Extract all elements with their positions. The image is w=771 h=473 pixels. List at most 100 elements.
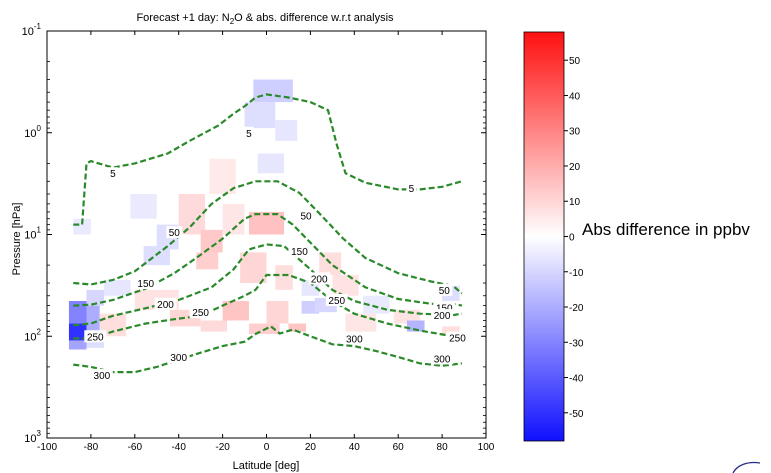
colorbar-tick-label: -30 [569,338,584,349]
contour-label-bg [343,332,366,345]
contour-labels: 5555050501501501502002002002502502502503… [84,126,469,382]
x-tick-label: -80 [84,442,99,453]
diff-cell [288,323,307,332]
diff-cell [442,326,460,334]
diff-cell [104,279,131,296]
colorbar-tick-label: -20 [569,303,584,314]
contour-label-bg [406,182,417,195]
contour-label-bg [166,226,183,239]
y-tick-label: 101 [24,226,41,242]
y-tick-label: 100 [24,124,41,140]
diff-cell [86,289,105,306]
diff-cell [240,252,267,284]
diff-cell [248,211,285,235]
diff-cell [253,79,293,103]
colorbar-tick-label: -40 [569,374,584,385]
contour-label-bg [308,272,331,285]
diff-cell [200,320,227,332]
diff-cell [332,274,359,296]
contour-label-bg [90,368,113,381]
x-tick-label: 20 [305,442,317,453]
diff-cell [178,194,206,235]
contour-label: 150 [137,279,154,290]
diff-cell [200,229,223,253]
contour-label: 250 [449,334,466,345]
contour-label-bg [288,244,311,257]
colorbar-label: Abs difference in ppbv [582,220,750,239]
contour-label-bg [446,331,469,344]
contour-label-bg [431,352,454,365]
y-tick-label: 102 [24,327,41,343]
contour-label: 50 [300,211,312,222]
diff-cell [209,158,236,195]
colorbar-tick-label: -10 [569,268,584,279]
contour-line-150 [73,213,463,307]
colorbar-tick-label: 0 [569,233,575,244]
colorbar-tick-label: 30 [569,127,581,138]
x-tick-label: 0 [264,442,270,453]
x-tick-label: -40 [171,442,186,453]
diff-cell [266,300,289,324]
diff-cell [257,153,285,174]
contour-label: 5 [409,184,415,195]
diff-cell [244,102,276,129]
diff-cell [196,252,219,270]
diff-cell [406,320,425,332]
y-axis-label: Pressure [hPa] [11,203,23,276]
x-tick-label: -60 [128,442,143,453]
contour-label: 300 [170,353,187,364]
diff-cell [222,300,249,321]
contour-label: 150 [436,303,453,314]
contour-label: 150 [291,247,308,258]
contour-label: 5 [246,129,252,140]
contour-label-bg [154,297,177,310]
diff-cell [130,194,157,219]
x-axis-label: Latitude [deg] [233,460,300,472]
x-tick-label: 40 [349,442,361,453]
diff-cell [222,203,245,235]
contour-line-250 [73,273,463,340]
contour-label-bg [431,309,454,322]
diff-cell [68,323,87,341]
x-tick-label: 80 [437,442,449,453]
contour-label-bg [298,209,315,222]
diff-cell [68,300,87,324]
x-tick-label: -100 [37,442,57,453]
contour-label: 200 [311,274,328,285]
diff-cell [345,313,377,332]
contour-line-50 [73,180,463,295]
contour-line-300 [73,325,463,374]
colorbar-tick-label: -50 [569,409,584,420]
contour-label-bg [134,277,157,290]
chart-title: Forecast +1 day: N2O & abs. difference w… [136,12,394,26]
contour-label: 50 [169,228,181,239]
diff-cell [301,300,320,314]
colorbar [523,31,565,442]
colorbar-tick-label: 40 [569,91,581,102]
contour-label-bg [189,306,212,319]
contour-label-bg [243,126,254,139]
colorbar-tick-label: 10 [569,197,581,208]
contour-label: 200 [157,300,174,311]
contour-label: 250 [328,296,345,307]
contour-label: 300 [346,334,363,345]
contour-label-bg [167,351,190,364]
diff-cell [275,265,293,290]
contour-label-bg [436,283,453,296]
contour-label: 5 [110,169,116,180]
contour-lines [73,93,463,374]
contour-label-bg [84,330,107,343]
y-tick-label: 10-1 [22,22,42,38]
corner-logo-arc [732,461,761,473]
x-axis-ticks: -100 -80 -60 -40 -20 0 20 40 60 80 100 [37,31,495,453]
contour-label-bg [107,167,118,180]
contour-label: 250 [192,308,209,319]
y-tick-label: 103 [24,429,41,445]
diff-cell [275,120,298,141]
diff-cell [73,218,91,235]
y-axis-ticks: 10-1 100 101 102 103 [22,22,486,445]
contour-label: 300 [434,354,451,365]
colorbar-tick-label: 50 [569,56,581,67]
x-tick-label: -20 [215,442,230,453]
